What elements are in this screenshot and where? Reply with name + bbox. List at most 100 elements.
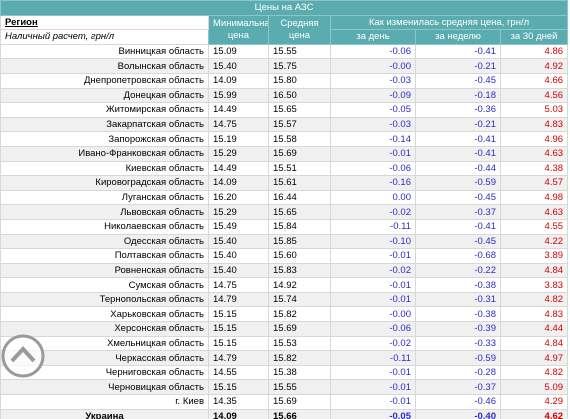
table-row: Полтавская область 15.40 15.60 -0.01 -0.68 3.… [0,248,569,264]
min-price: 15.99 [208,87,269,104]
min-price: 15.40 [208,248,269,264]
min-price: 15.15 [208,379,269,396]
min-header: Минимальная цена [208,14,269,45]
change-week: -0.68 [415,248,501,264]
change-day: -0.03 [330,72,416,89]
change-week: -0.45 [415,189,501,206]
change-week: -0.41 [415,145,501,162]
avg-price: 15.74 [268,291,331,308]
avg-price: 15.57 [268,116,331,133]
min-price: 15.40 [208,262,269,279]
region: Харьковская область [0,306,209,323]
change-month: 3.89 [499,248,569,264]
region: Луганская область [0,189,209,206]
change-day: -0.01 [330,291,416,308]
table-row: Тернопольская область 14.79 15.74 -0.01 -0.3… [0,291,569,308]
table-row: Ивано-Франковская область 15.29 15.69 -0.01… [0,145,569,162]
change-month: 4.92 [499,58,569,74]
change-month: 4.98 [499,189,569,206]
change-day: -0.00 [330,306,416,323]
region: Ровненская область [0,262,209,279]
week-header: за неделю [415,29,501,45]
change-month: 4.55 [499,218,569,235]
table-row: Житомирская область 14.49 15.65 -0.05 -0.36 5… [0,102,569,118]
table-row: Хмельницкая область 15.15 15.53 -0.02 -0.33 4… [0,335,569,352]
avg-price: 15.51 [268,160,331,177]
change-header: Как изменилась средняя цена, грн/л [329,14,569,31]
region: Сумская область [0,277,209,293]
change-day: -0.05 [330,102,416,118]
change-day: -0.05 [330,408,416,419]
change-month: 4.83 [499,116,569,133]
change-month: 4.38 [499,160,569,177]
region-header: Регион [0,14,209,31]
avg-price: 14.92 [268,277,331,293]
change-day: -0.14 [330,131,416,147]
change-month: 5.09 [499,379,569,396]
change-month: 4.96 [499,131,569,147]
change-day: -0.11 [330,218,416,235]
change-week: -0.18 [415,87,501,104]
change-month: 4.82 [499,291,569,308]
table-row: Харьковская область 15.15 15.82 -0.00 -0.38 4… [0,306,569,323]
region: Львовская область [0,204,209,220]
avg-price: 15.65 [268,102,331,118]
change-month: 4.22 [499,233,569,250]
avg-price: 15.65 [268,204,331,220]
table-row: Черкасская область 14.79 15.82 -0.11 -0.59 4.… [0,350,569,366]
change-week: -0.39 [415,321,501,337]
avg-price: 15.82 [268,306,331,323]
change-month: 4.57 [499,175,569,191]
table-row: Одесская область 15.40 15.85 -0.10 -0.45 4.22 [0,233,569,250]
change-month: 4.84 [499,335,569,352]
change-month: 4.86 [499,43,569,60]
change-week: -0.38 [415,306,501,323]
table-row: Луганская область 16.20 16.44 0.00 -0.45 4.98 [0,189,569,206]
change-week: -0.41 [415,218,501,235]
region: Тернопольская область [0,291,209,308]
table-row: Украина 14.09 15.66 -0.05 -0.40 4.62 [0,408,569,419]
change-day: -0.06 [330,321,416,337]
change-day: -0.00 [330,58,416,74]
min-price: 15.19 [208,131,269,147]
avg-price: 16.50 [268,87,331,104]
change-month: 4.84 [499,262,569,279]
change-week: -0.28 [415,364,501,381]
avg-header: Средняя цена [268,14,331,45]
region: Николаевская область [0,218,209,235]
change-week: -0.45 [415,233,501,250]
table-row: Ровненская область 15.40 15.83 -0.02 -0.22 4.… [0,262,569,279]
min-price: 14.79 [208,291,269,308]
min-price: 15.40 [208,58,269,74]
change-day: -0.01 [330,145,416,162]
change-day: -0.01 [330,277,416,293]
day-header: за день [330,29,416,45]
avg-price: 15.75 [268,58,331,74]
avg-price: 15.80 [268,72,331,89]
region: Одесская область [0,233,209,250]
region: Черкасская область [0,350,209,366]
change-month: 4.66 [499,72,569,89]
region: Полтавская область [0,248,209,264]
min-price: 14.49 [208,102,269,118]
table-row: Николаевская область 15.49 15.84 -0.11 -0.41… [0,218,569,235]
change-day: -0.02 [330,335,416,352]
change-month: 4.44 [499,321,569,337]
avg-price: 15.69 [268,394,331,410]
scroll-up-button[interactable] [0,333,46,379]
avg-price: 16.44 [268,189,331,206]
min-price: 15.15 [208,306,269,323]
change-day: -0.10 [330,233,416,250]
table-row: Кировоградская область 14.09 15.61 -0.16 -0.… [0,175,569,191]
region: Запорожская область [0,131,209,147]
change-month: 4.83 [499,306,569,323]
min-price: 15.49 [208,218,269,235]
change-month: 4.56 [499,87,569,104]
region: Ивано-Франковская область [0,145,209,162]
change-day: -0.01 [330,364,416,381]
change-month: 4.97 [499,350,569,366]
change-month: 4.63 [499,204,569,220]
change-day: -0.02 [330,262,416,279]
avg-price: 15.60 [268,248,331,264]
